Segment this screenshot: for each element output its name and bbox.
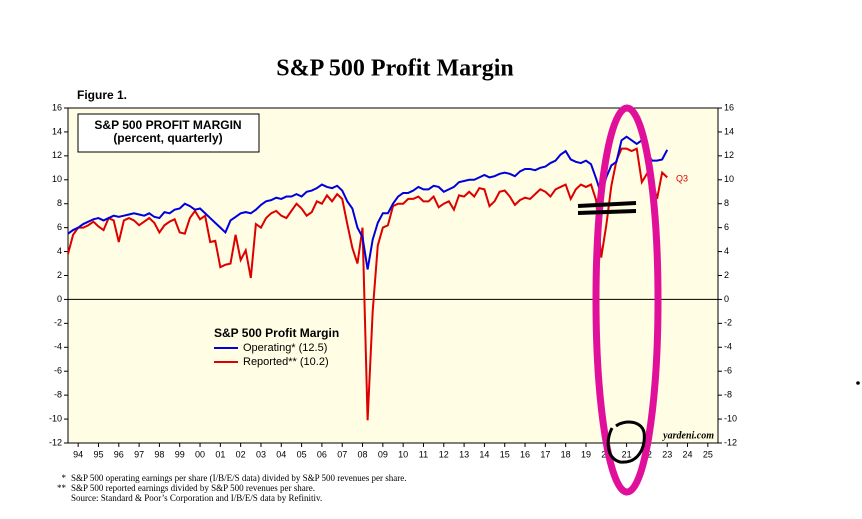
y-tick-label: -4 (54, 342, 62, 352)
x-tick-label: 98 (154, 449, 164, 459)
x-tick-label: 04 (276, 449, 286, 459)
y-tick-label: 4 (57, 246, 62, 256)
hand-annotations (577, 104, 860, 496)
x-tick-label: 09 (378, 449, 388, 459)
bullet-dot (856, 381, 860, 385)
x-tick-label: 25 (703, 449, 713, 459)
y2-tick-label: 2 (724, 270, 729, 280)
x-tick-label: 95 (93, 449, 103, 459)
series-line (67, 147, 668, 421)
box-subtitle: (percent, quarterly) (113, 131, 222, 145)
x-tick-label: 14 (479, 449, 489, 459)
x-tick-label: 94 (73, 449, 83, 459)
y-tick-label: 14 (52, 126, 62, 136)
y2-tick-label: -4 (724, 342, 732, 352)
x-tick-label: 03 (256, 449, 266, 459)
x-tick-label: 08 (358, 449, 368, 459)
y-tick-label: -8 (54, 390, 62, 400)
x-tick-label: 18 (561, 449, 571, 459)
x-tick-label: 13 (459, 449, 469, 459)
y2-tick-label: -8 (724, 390, 732, 400)
chart-title: S&P 500 Profit Margin (276, 56, 514, 82)
x-tick-label: 00 (195, 449, 205, 459)
x-tick-label: 17 (540, 449, 550, 459)
y-tick-label: 12 (52, 150, 62, 160)
title-box (77, 113, 260, 153)
legend-title: S&P 500 Profit Margin (214, 326, 339, 340)
box-title: S&P 500 PROFIT MARGIN (94, 118, 241, 132)
footnote-marker: * (62, 473, 67, 483)
y-tick-label: 16 (52, 102, 62, 112)
y2-tick-label: -6 (724, 366, 732, 376)
series-line (67, 135, 669, 270)
hand-circle (606, 420, 646, 464)
x-tick-label: 10 (398, 449, 408, 459)
y2-tick-label: 14 (724, 126, 734, 136)
figure-label: Figure 1. (77, 88, 127, 102)
footnote: S&P 500 reported earnings divided by S&P… (71, 483, 315, 493)
y2-tick-label: 10 (724, 174, 734, 184)
y-tick-label: 6 (57, 222, 62, 232)
y2-tick-label: -12 (724, 437, 737, 447)
y-tick-label: 10 (52, 174, 62, 184)
x-tick-label: 23 (662, 449, 672, 459)
y-tick-label: -12 (49, 437, 62, 447)
x-tick-label: 12 (439, 449, 449, 459)
footnote: S&P 500 operating earnings per share (I/… (71, 473, 407, 483)
x-tick-label: 99 (175, 449, 185, 459)
y2-tick-label: 0 (724, 294, 729, 304)
x-tick-label: 11 (419, 449, 428, 459)
y-tick-label: 2 (57, 270, 62, 280)
x-tick-label: 02 (236, 449, 246, 459)
y2-tick-label: 8 (724, 198, 729, 208)
y-tick-label: -6 (54, 366, 62, 376)
x-tick-label: 05 (297, 449, 307, 459)
legend-label: Reported** (10.2) (243, 356, 329, 368)
y2-tick-label: 16 (724, 102, 734, 112)
y2-tick-label: 4 (724, 246, 729, 256)
plot-area (67, 107, 719, 444)
x-tick-label: 07 (337, 449, 347, 459)
annotation: Q3 (676, 173, 688, 183)
footnote: Source: Standard & Poor’s Corporation an… (71, 493, 322, 503)
y2-tick-label: -2 (724, 318, 732, 328)
source-mark: yardeni.com (662, 430, 714, 441)
x-tick-label: 24 (683, 449, 693, 459)
x-tick-label: 06 (317, 449, 327, 459)
y2-tick-label: 12 (724, 150, 734, 160)
x-tick-label: 16 (520, 449, 530, 459)
y-tick-label: 0 (57, 294, 62, 304)
y2-tick-label: 6 (724, 222, 729, 232)
x-tick-label: 97 (134, 449, 144, 459)
y2-tick-label: -10 (724, 413, 737, 423)
highlight-oval (592, 104, 662, 496)
y-tick-label: 8 (57, 198, 62, 208)
y-tick-label: -2 (54, 318, 62, 328)
hand-marks (577, 201, 637, 215)
x-tick-label: 01 (215, 449, 225, 459)
x-tick-label: 15 (500, 449, 510, 459)
x-tick-label: 96 (114, 449, 124, 459)
footnote-marker: ** (57, 483, 67, 493)
x-tick-label: 19 (581, 449, 591, 459)
y-tick-label: -10 (49, 413, 62, 423)
legend-label: Operating* (12.5) (243, 342, 327, 354)
x-tick-label: 21 (622, 449, 632, 459)
